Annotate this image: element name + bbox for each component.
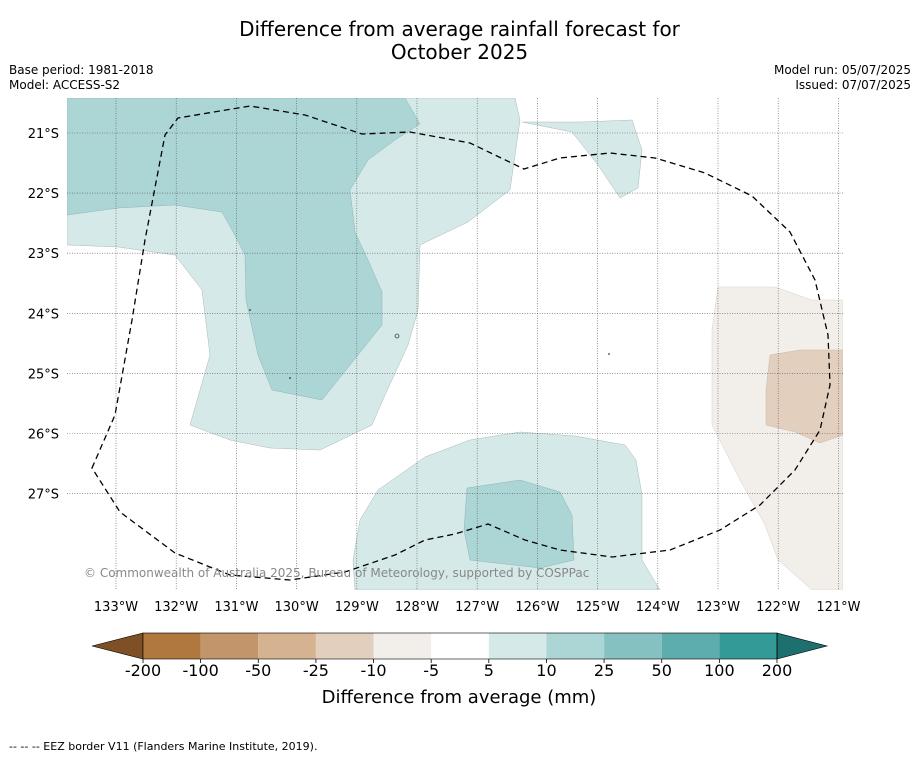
colorbar-swatch [315, 633, 374, 659]
anomaly-region-10-25-south [463, 479, 575, 569]
copyright-text: © Commonwealth of Australia 2025, Bureau… [84, 566, 589, 580]
colorbar-swatch [373, 633, 432, 659]
colorbar-tick-label: 5 [484, 661, 494, 680]
lat-tick-labels: 21°S 22°S 23°S 24°S 25°S 26°S 27°S [28, 127, 59, 503]
anomaly-region-5-10-north [521, 119, 643, 199]
lon-tick-label: 130°W [275, 600, 319, 615]
lat-tick-label: 21°S [28, 127, 59, 142]
colorbar-swatch [431, 633, 489, 659]
contour-speck [394, 333, 400, 339]
issued-date: Issued: 07/07/2025 [795, 78, 911, 92]
colorbar-tick-label: 100 [704, 661, 735, 680]
anomaly-region-10-25-west [67, 98, 421, 401]
base-period: Base period: 1981-2018 [9, 63, 154, 77]
lon-tick-label: 129°W [335, 600, 379, 615]
colorbar-extend-high [776, 632, 829, 660]
colorbar-tick-label: 25 [594, 661, 614, 680]
colorbar-swatch [661, 633, 720, 659]
meta-left: Base period: 1981-2018 Model: ACCESS-S2 [9, 63, 154, 93]
colorbar-swatch [719, 633, 777, 659]
lat-tick-label: 27°S [28, 488, 59, 503]
lat-tick-label: 24°S [28, 307, 59, 322]
colorbar-tick-label: -10 [360, 661, 386, 680]
lon-tick-label: 133°W [94, 600, 138, 615]
map-title: Difference from average rainfall forecas… [0, 18, 919, 64]
colorbar-ticks: -200 -100 -50 -25 -10 -5 5 10 25 50 100 200 [125, 659, 792, 680]
title-line-1: Difference from average rainfall forecas… [239, 17, 680, 41]
title-line-2: October 2025 [390, 40, 529, 64]
colorbar-tick-label: -100 [182, 661, 218, 680]
colorbar-tick-label: -50 [245, 661, 271, 680]
colorbar-swatch [604, 633, 662, 659]
lat-tick-label: 22°S [28, 187, 59, 202]
lat-tick-label: 25°S [28, 367, 59, 382]
colorbar-tick-label: -25 [303, 661, 329, 680]
eez-footnote: -- -- -- EEZ border V11 (Flanders Marine… [9, 740, 318, 753]
colorbar-label: Difference from average (mm) [322, 687, 597, 708]
contour-speck [289, 377, 291, 379]
colorbar-tick-label: 50 [652, 661, 672, 680]
lat-tick-label: 23°S [28, 247, 59, 262]
map-panel [67, 98, 843, 590]
lon-tick-label: 125°W [576, 600, 620, 615]
colorbar-swatch [488, 633, 547, 659]
lon-tick-label: 121°W [816, 600, 860, 615]
contour-speck [249, 309, 251, 311]
lon-tick-label: 132°W [154, 600, 198, 615]
lon-tick-label: 123°W [696, 600, 740, 615]
lon-tick-label: 131°W [214, 600, 258, 615]
colorbar-swatch [200, 633, 259, 659]
lon-tick-label: 128°W [395, 600, 439, 615]
lon-tick-label: 122°W [756, 600, 800, 615]
meta-right: Model run: 05/07/2025 Issued: 07/07/2025 [774, 63, 911, 93]
colorbar-tick-label: 200 [762, 661, 793, 680]
lon-tick-label: 127°W [455, 600, 499, 615]
colorbar-swatch [258, 633, 316, 659]
colorbar-tick-label: -5 [423, 661, 439, 680]
lon-tick-labels: 133°W 132°W 131°W 130°W 129°W 128°W 127°W 126°W… [94, 600, 861, 615]
colorbar-tick-label: -200 [125, 661, 161, 680]
colorbar-frame [142, 632, 778, 660]
lon-tick-label: 124°W [636, 600, 680, 615]
colorbar-tick-label: 10 [536, 661, 556, 680]
colorbar [91, 632, 829, 660]
contour-speck [608, 353, 610, 355]
lat-tick-label: 26°S [28, 428, 59, 443]
colorbar-swatch [546, 633, 605, 659]
model-run: Model run: 05/07/2025 [773, 63, 911, 77]
gridlines [67, 98, 843, 590]
colorbar-swatch [143, 633, 201, 659]
colorbar-extend-low [91, 632, 144, 660]
model-name: Model: ACCESS-S2 [9, 78, 121, 92]
lon-tick-label: 126°W [515, 600, 559, 615]
eez-border [91, 105, 831, 581]
